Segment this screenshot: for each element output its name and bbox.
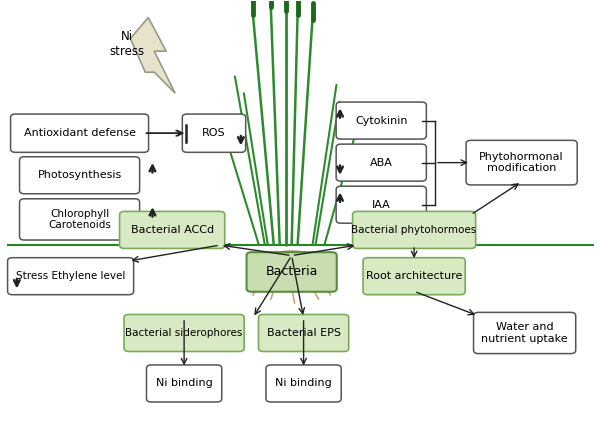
Text: Phytohormonal
modification: Phytohormonal modification (479, 152, 564, 173)
Text: Ni
stress: Ni stress (110, 30, 145, 58)
Text: Bacterial EPS: Bacterial EPS (266, 328, 341, 338)
Text: Root architecture: Root architecture (366, 271, 462, 281)
Text: Ni binding: Ni binding (156, 379, 212, 388)
FancyBboxPatch shape (247, 252, 337, 292)
Text: Ni binding: Ni binding (275, 379, 332, 388)
Text: Bacteria: Bacteria (265, 265, 318, 279)
FancyBboxPatch shape (336, 144, 427, 181)
FancyBboxPatch shape (11, 114, 149, 152)
Text: Antioxidant defense: Antioxidant defense (23, 128, 136, 138)
Polygon shape (130, 18, 175, 93)
Text: Photosynthesis: Photosynthesis (37, 170, 122, 180)
FancyBboxPatch shape (146, 365, 222, 402)
Text: ROS: ROS (202, 128, 226, 138)
Text: Stress Ethylene level: Stress Ethylene level (16, 271, 125, 281)
FancyBboxPatch shape (336, 102, 427, 139)
Text: IAA: IAA (372, 200, 391, 210)
Text: Bacterial siderophores: Bacterial siderophores (125, 328, 243, 338)
FancyBboxPatch shape (473, 312, 576, 354)
FancyBboxPatch shape (266, 365, 341, 402)
FancyBboxPatch shape (20, 199, 140, 240)
FancyBboxPatch shape (124, 314, 244, 352)
Text: Bacterial ACCd: Bacterial ACCd (131, 225, 214, 235)
FancyBboxPatch shape (8, 258, 134, 295)
FancyBboxPatch shape (466, 141, 577, 185)
Text: Chlorophyll
Carotenoids: Chlorophyll Carotenoids (48, 208, 111, 230)
FancyBboxPatch shape (259, 314, 349, 352)
FancyBboxPatch shape (363, 258, 465, 295)
FancyBboxPatch shape (336, 186, 427, 223)
FancyBboxPatch shape (119, 211, 225, 249)
FancyBboxPatch shape (353, 211, 476, 249)
FancyBboxPatch shape (20, 157, 140, 194)
Text: Cytokinin: Cytokinin (355, 116, 407, 126)
Text: Water and
nutrient uptake: Water and nutrient uptake (481, 322, 568, 344)
Text: ABA: ABA (370, 158, 392, 168)
Text: Bacterial phytohormoes: Bacterial phytohormoes (352, 225, 477, 235)
Ellipse shape (265, 251, 319, 272)
FancyBboxPatch shape (182, 114, 245, 152)
